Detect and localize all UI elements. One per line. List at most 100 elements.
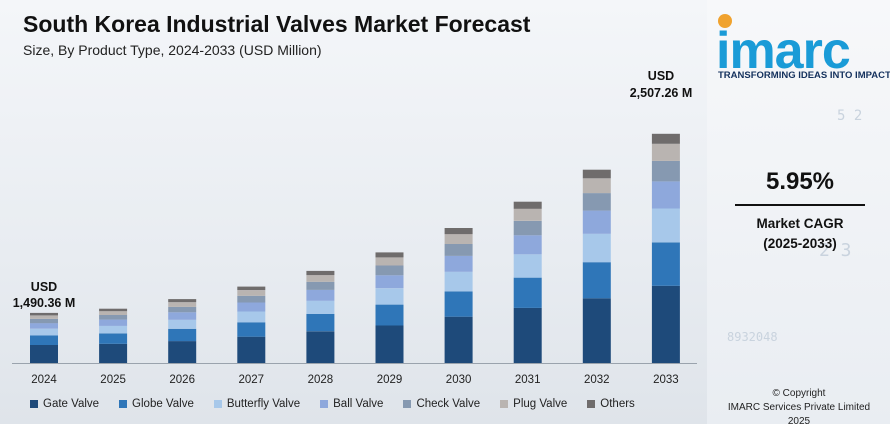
legend-label: Gate Valve: [43, 398, 100, 410]
bar-segment-ball-valve-2026: [168, 312, 197, 320]
bar-segment-gate-valve-2032: [582, 298, 611, 363]
bar-segment-butterfly-valve-2024: [30, 328, 58, 336]
bar-segment-gate-valve-2026: [168, 341, 197, 363]
legend-label: Globe Valve: [132, 398, 194, 410]
bar-segment-ball-valve-2033: [651, 181, 680, 209]
decor-digits-small: 8932048: [727, 330, 778, 344]
legend-item-butterfly-valve: Butterfly Valve: [213, 398, 301, 410]
logo-accent-dot: [718, 14, 732, 28]
bar-segment-butterfly-valve-2031: [513, 254, 542, 278]
bar-segment-butterfly-valve-2033: [651, 208, 680, 243]
bar-segment-check-valve-2026: [168, 306, 197, 313]
legend-swatch: [587, 400, 596, 408]
legend-swatch: [119, 400, 128, 408]
cagr-divider: [735, 204, 865, 206]
bar-segment-globe-valve-2031: [513, 277, 542, 308]
bar-segment-others-2031: [513, 201, 542, 209]
bar-segment-others-2028: [306, 270, 335, 276]
bar-segment-others-2030: [444, 228, 473, 235]
bar-segment-butterfly-valve-2030: [444, 271, 473, 292]
cagr-label: Market CAGR: [756, 216, 844, 231]
bar-segment-globe-valve-2026: [168, 328, 197, 342]
first-value-label-unit: USD: [31, 280, 57, 294]
bar-segment-check-valve-2032: [582, 193, 611, 211]
bar-segment-globe-valve-2027: [237, 322, 266, 337]
x-tick-label-2026: 2026: [169, 374, 195, 386]
copyright: © Copyright IMARC Services Private Limit…: [716, 387, 882, 424]
bar-segment-gate-valve-2025: [99, 343, 128, 363]
bar-segment-globe-valve-2028: [306, 313, 335, 332]
decor-digits: 2 3: [819, 240, 852, 261]
bar-segment-plug-valve-2024: [30, 315, 58, 319]
bar-segment-plug-valve-2032: [582, 178, 611, 194]
chart-legend: Gate Valve Globe Valve Butterfly Valve Ball…: [30, 398, 655, 410]
bar-segment-gate-valve-2030: [444, 316, 473, 363]
bar-segment-gate-valve-2028: [306, 331, 335, 363]
chart-title: South Korea Industrial Valves Market For…: [23, 11, 531, 37]
bar-segment-globe-valve-2033: [651, 242, 680, 286]
legend-label: Check Valve: [416, 398, 481, 410]
bar-segment-others-2024: [30, 312, 58, 316]
bar-segment-check-valve-2028: [306, 281, 335, 290]
bar-segment-check-valve-2033: [651, 160, 680, 182]
legend-swatch: [403, 400, 412, 408]
bar-segment-ball-valve-2031: [513, 235, 542, 255]
first-value-label-amount: 1,490.36 M: [13, 296, 76, 310]
x-tick-label-2030: 2030: [446, 374, 472, 386]
last-value-label-amount: 2,507.26 M: [630, 86, 693, 100]
legend-item-plug-valve: Plug Valve: [500, 398, 567, 410]
last-value-label-unit: USD: [648, 69, 674, 83]
legend-item-check-valve: Check Valve: [403, 398, 480, 410]
bar-segment-others-2033: [651, 133, 680, 144]
x-tick-label-2027: 2027: [239, 374, 265, 386]
copyright-line-1: © Copyright: [772, 388, 826, 399]
bar-segment-ball-valve-2029: [375, 275, 404, 289]
bar-segment-gate-valve-2024: [30, 345, 58, 363]
cagr-value: 5.95%: [765, 168, 835, 195]
bar-segment-plug-valve-2026: [168, 302, 197, 307]
legend-item-globe-valve: Globe Valve: [119, 398, 194, 410]
bar-segment-ball-valve-2025: [99, 319, 128, 326]
bar-segment-butterfly-valve-2029: [375, 288, 404, 305]
x-tick-label-2028: 2028: [308, 374, 334, 386]
bar-segment-plug-valve-2028: [306, 275, 335, 282]
legend-swatch: [30, 400, 38, 408]
x-tick-label-2033: 2033: [653, 374, 679, 386]
cagr-box: 5.95% Market CAGR (2025-2033): [735, 168, 865, 254]
bar-segment-others-2026: [168, 299, 197, 303]
bar-segment-check-valve-2031: [513, 220, 542, 236]
bar-segment-butterfly-valve-2027: [237, 311, 266, 323]
x-tick-label-2031: 2031: [515, 374, 541, 386]
decor-digits-top: 5 2: [837, 108, 863, 124]
bar-segment-gate-valve-2033: [651, 285, 680, 363]
bar-segment-plug-valve-2031: [513, 208, 542, 221]
bar-segment-others-2029: [375, 252, 404, 258]
bar-segment-check-valve-2029: [375, 265, 404, 276]
bar-segment-check-valve-2024: [30, 319, 58, 324]
legend-label: Plug Valve: [513, 398, 568, 410]
bar-segment-globe-valve-2029: [375, 304, 404, 326]
bar-segment-gate-valve-2029: [375, 325, 404, 363]
legend-item-gate-valve: Gate Valve: [30, 398, 99, 410]
imarc-logo: imarc: [716, 22, 851, 80]
legend-label: Butterfly Valve: [226, 398, 301, 410]
bar-segment-ball-valve-2028: [306, 289, 335, 301]
cagr-period: (2025-2033): [763, 236, 837, 251]
legend-label: Ball Valve: [333, 398, 384, 410]
bar-segment-butterfly-valve-2032: [582, 233, 611, 263]
bar-segment-butterfly-valve-2028: [306, 300, 335, 314]
logo-tagline: TRANSFORMING IDEAS INTO IMPACT: [718, 70, 890, 81]
legend-swatch: [500, 400, 509, 408]
x-tick-label-2024: 2024: [31, 374, 57, 386]
bar-segment-others-2027: [237, 286, 266, 291]
bar-segment-ball-valve-2030: [444, 255, 473, 272]
bar-segment-butterfly-valve-2026: [168, 319, 197, 329]
legend-swatch: [320, 400, 329, 408]
bar-segment-others-2025: [99, 308, 128, 312]
bar-segment-plug-valve-2027: [237, 290, 266, 296]
bar-segment-plug-valve-2033: [651, 143, 680, 161]
bar-segment-globe-valve-2025: [99, 333, 128, 344]
bar-segment-globe-valve-2032: [582, 262, 611, 299]
bar-segment-gate-valve-2027: [237, 336, 266, 363]
bar-segment-plug-valve-2030: [444, 234, 473, 244]
